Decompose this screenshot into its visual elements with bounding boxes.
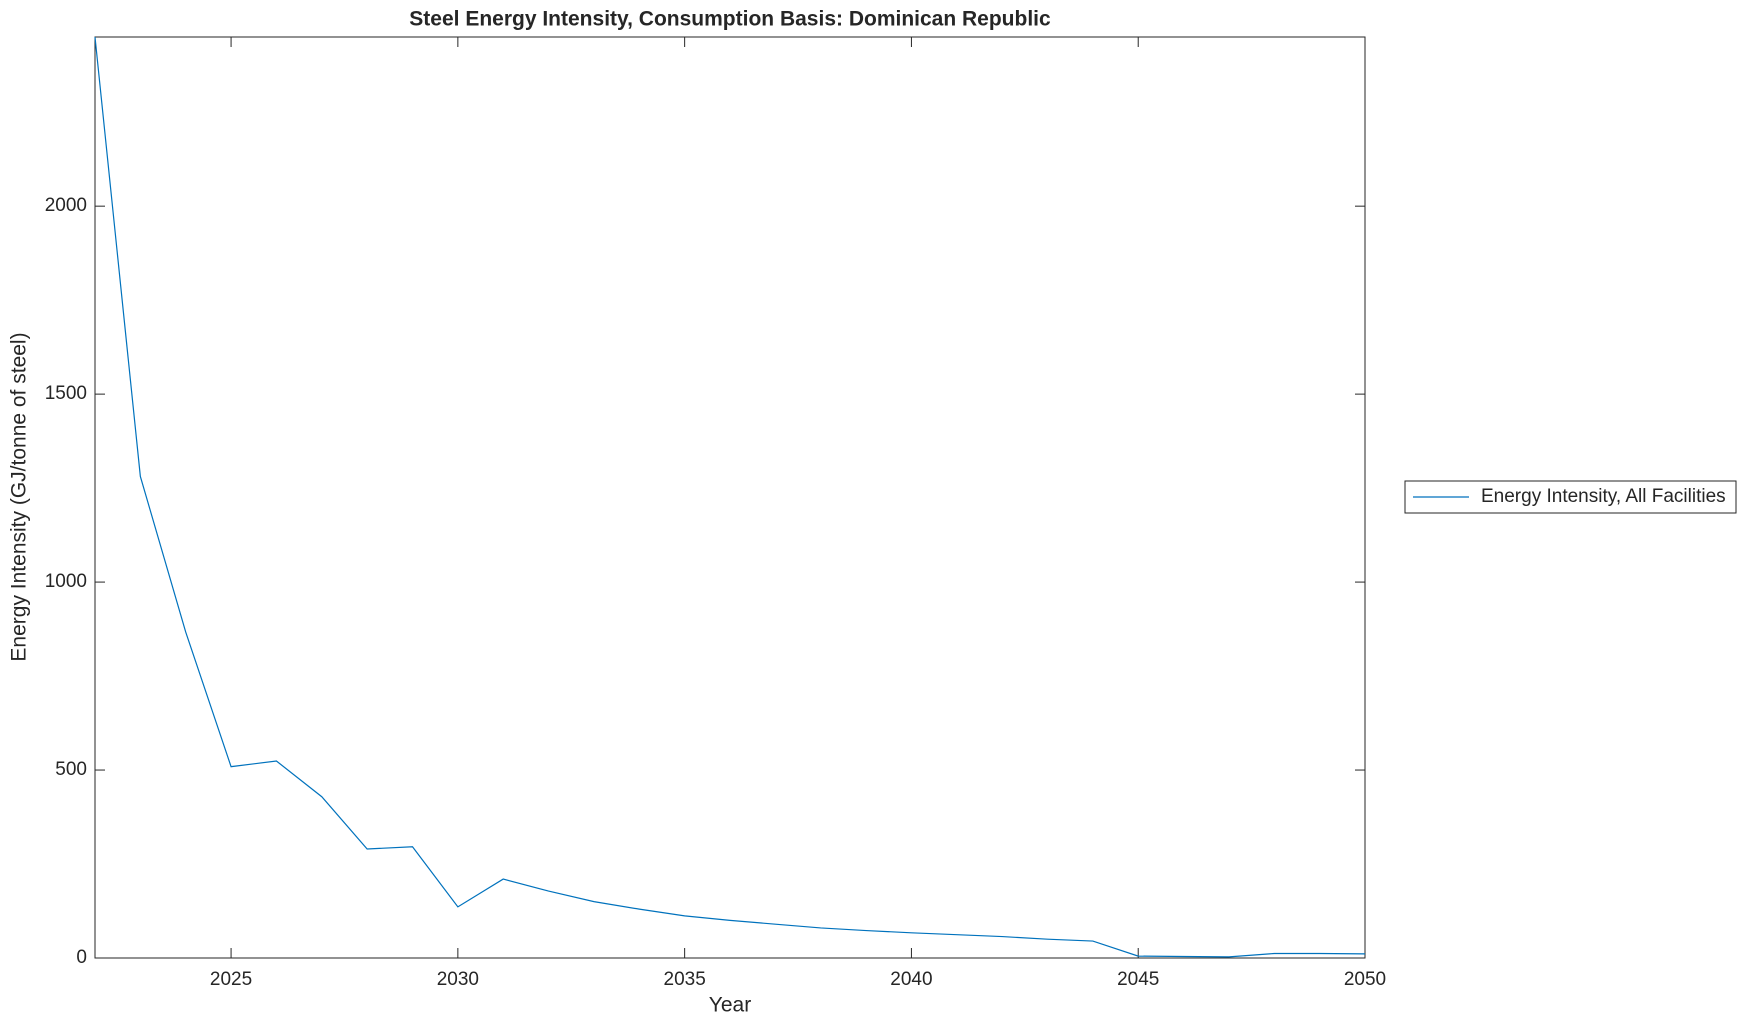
y-tick-label: 0 [76,947,87,968]
y-tick-label: 500 [55,759,87,780]
x-tick-label: 2025 [210,969,252,990]
y-tick-label: 2000 [45,195,87,216]
x-axis-label: Year [709,994,751,1017]
x-tick-label: 2030 [437,969,479,990]
y-axis-label: Energy Intensity (GJ/tonne of steel) [8,332,31,661]
plot-area [94,36,1366,959]
x-tick-label: 2045 [1117,969,1159,990]
legend-label: Energy Intensity, All Facilities [1481,486,1726,507]
x-tick-label: 2040 [890,969,932,990]
x-tick-label: 2050 [1344,969,1386,990]
y-tick-label: 1500 [45,383,87,404]
x-tick-label: 2035 [664,969,706,990]
chart-title: Steel Energy Intensity, Consumption Basi… [409,8,1051,31]
data-line [94,36,1366,958]
y-tick-label: 1000 [45,571,87,592]
